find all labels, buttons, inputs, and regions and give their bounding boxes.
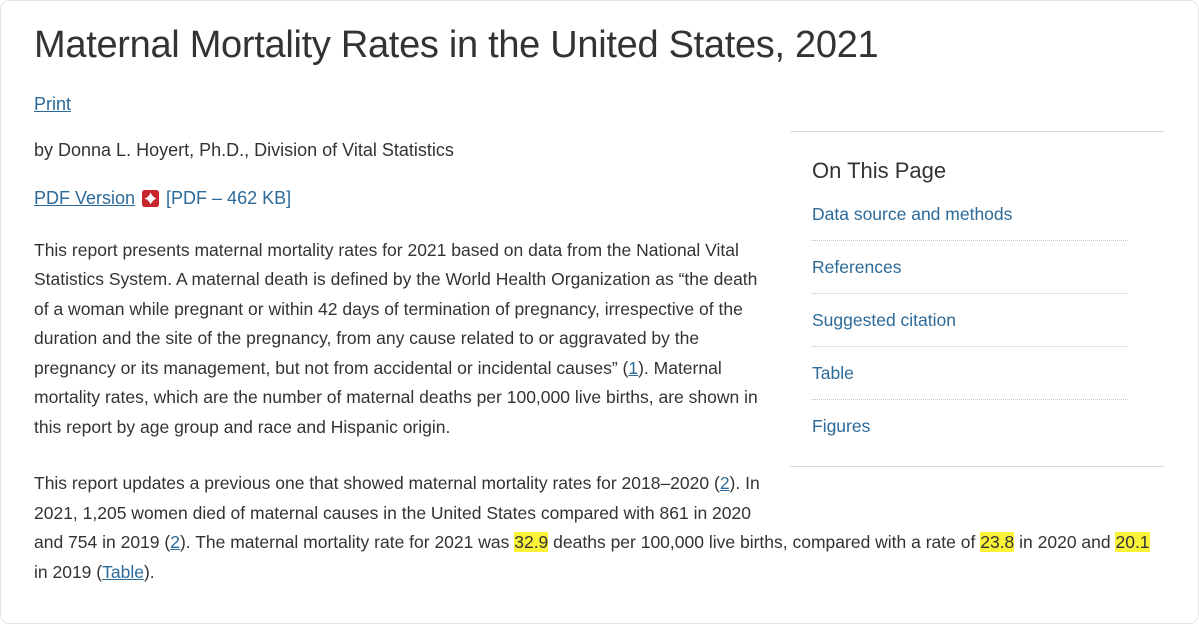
text-segment: deaths per 100,000 live births, compared… <box>548 532 981 553</box>
toc-link-suggested-citation[interactable]: Suggested citation <box>812 309 956 330</box>
print-link[interactable]: Print <box>34 93 72 114</box>
toc-link-table[interactable]: Table <box>812 362 854 383</box>
inline-reference-link[interactable]: 1 <box>628 357 639 378</box>
on-this-page-list: Data source and methods References Sugge… <box>812 188 1164 452</box>
text-segment: in 2020 and <box>1014 532 1116 553</box>
toc-item: Figures <box>812 400 1128 452</box>
on-this-page-panel: On This Page Data source and methods Ref… <box>790 130 1164 467</box>
text-segment: This report presents maternal mortality … <box>34 239 758 378</box>
text-segment: ). Maternal mortality rates, which are t… <box>34 357 758 437</box>
text-segment: in 2019 ( <box>34 561 103 582</box>
pdf-row: PDF Version [PDF – 462 KB] <box>34 188 774 209</box>
pdf-size-link[interactable]: [PDF – 462 KB] <box>166 187 292 208</box>
toc-link-references[interactable]: References <box>812 256 902 277</box>
text-segment: ). <box>143 561 155 582</box>
page-content: Maternal Mortality Rates in the United S… <box>1 23 1198 587</box>
pdf-version-link[interactable]: PDF Version <box>34 187 136 208</box>
inline-reference-link[interactable]: Table <box>102 561 144 582</box>
intro-paragraph: This report presents maternal mortality … <box>34 236 1164 443</box>
highlighted-value: 20.1 <box>1115 532 1150 553</box>
byline: by Donna L. Hoyert, Ph.D., Division of V… <box>34 139 454 160</box>
toc-link-figures[interactable]: Figures <box>812 415 871 436</box>
pdf-icon <box>142 189 160 207</box>
print-row: Print <box>34 94 1164 115</box>
update-paragraph: This report updates a previous one that … <box>34 469 1164 587</box>
toc-item: Suggested citation <box>812 294 1128 347</box>
toc-link-data-source-and-methods[interactable]: Data source and methods <box>812 203 1013 224</box>
page-title: Maternal Mortality Rates in the United S… <box>34 24 879 66</box>
toc-item: Data source and methods <box>812 188 1128 241</box>
on-this-page-heading: On This Page <box>812 157 947 183</box>
toc-item: Table <box>812 347 1128 400</box>
text-segment: This report updates a previous one that … <box>34 473 720 494</box>
text-segment: ). In 2021, 1,205 women died of maternal… <box>34 473 760 553</box>
highlighted-value: 23.8 <box>980 532 1015 553</box>
highlighted-value: 32.9 <box>514 532 549 553</box>
text-segment: ). The maternal mortality rate for 2021 … <box>179 532 515 553</box>
inline-reference-link[interactable]: 2 <box>719 473 730 494</box>
inline-reference-link[interactable]: 2 <box>170 532 180 553</box>
toc-item: References <box>812 241 1128 294</box>
